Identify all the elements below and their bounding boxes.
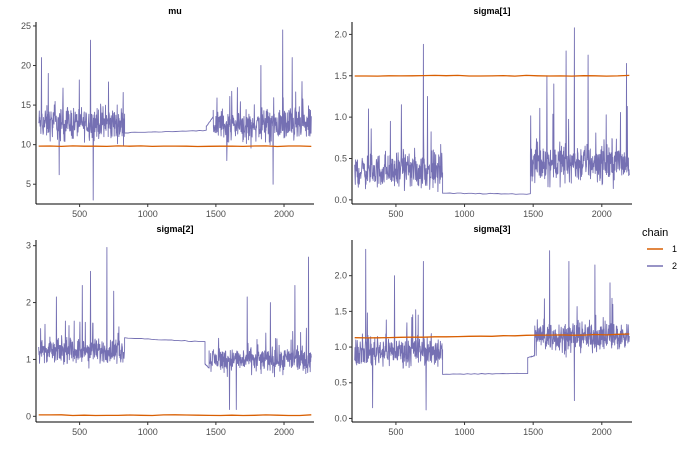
- y-tick-label: 15: [21, 100, 31, 110]
- x-tick-label: 1000: [138, 209, 158, 219]
- y-tick-label: 0.0: [334, 413, 347, 423]
- x-tick-label: 1000: [455, 427, 475, 437]
- x-tick-label: 1500: [206, 427, 226, 437]
- x-tick-label: 2000: [274, 427, 294, 437]
- y-tick-label: 1: [26, 354, 31, 364]
- legend-title: chain: [642, 227, 668, 239]
- x-tick-label: 500: [388, 427, 403, 437]
- y-tick-label: 20: [21, 61, 31, 71]
- legend-label: 2: [672, 261, 677, 271]
- panel-sigma1: sigma[1] 500 1000 1500 2000 0.0 0.5 1.0 1.5 2.0: [334, 6, 632, 219]
- y-tick-label: 5: [26, 179, 31, 189]
- y-tick-label: 2: [26, 298, 31, 308]
- x-tick-label: 1500: [523, 427, 543, 437]
- y-tick-label: 1.0: [334, 342, 347, 352]
- x-tick-label: 1500: [523, 209, 543, 219]
- y-tick-label: 1.5: [334, 306, 347, 316]
- legend-label: 1: [672, 244, 677, 254]
- y-tick-label: 3: [26, 241, 31, 251]
- y-tick-label: 1.0: [334, 112, 347, 122]
- panel-title: sigma[3]: [473, 224, 510, 234]
- trace-line-chain-2: [354, 248, 630, 411]
- panel-title: sigma[1]: [473, 6, 510, 16]
- x-tick-label: 1000: [138, 427, 158, 437]
- panel-title: mu: [168, 6, 182, 16]
- y-tick-label: 1.5: [334, 71, 347, 81]
- trace-line-chain-1: [354, 74, 630, 77]
- trace-line-chain-1: [354, 333, 630, 339]
- y-tick-label: 2.0: [334, 29, 347, 39]
- y-tick-label: 0.0: [334, 195, 347, 205]
- panel-title: sigma[2]: [156, 224, 193, 234]
- y-tick-label: 0: [26, 411, 31, 421]
- x-tick-label: 2000: [274, 209, 294, 219]
- trace-line-chain-2: [354, 27, 630, 195]
- x-tick-label: 500: [72, 209, 87, 219]
- panel-sigma2: sigma[2] 500 1000 1500 2000 0 1 2 3: [26, 224, 314, 437]
- legend: chain 1 2: [642, 227, 677, 271]
- trace-line-chain-1: [38, 145, 312, 148]
- panel-mu: mu 500 1000 1500 2000 5 10 15 20 25: [21, 6, 314, 219]
- x-tick-label: 500: [388, 209, 403, 219]
- y-tick-label: 10: [21, 140, 31, 150]
- y-tick-label: 0.5: [334, 378, 347, 388]
- x-tick-label: 1000: [455, 209, 475, 219]
- trace-line-chain-2: [38, 246, 312, 410]
- x-tick-label: 500: [72, 427, 87, 437]
- y-tick-label: 2.0: [334, 271, 347, 281]
- x-tick-label: 1500: [206, 209, 226, 219]
- trace-line-chain-1: [38, 414, 312, 417]
- y-tick-label: 25: [21, 21, 31, 31]
- x-tick-label: 2000: [592, 209, 612, 219]
- x-tick-label: 2000: [592, 427, 612, 437]
- y-tick-label: 0.5: [334, 154, 347, 164]
- panel-sigma3: sigma[3] 500 1000 1500 2000 0.0 0.5 1.0 1.5 2.0: [334, 224, 632, 437]
- trace-line-chain-2: [38, 29, 312, 201]
